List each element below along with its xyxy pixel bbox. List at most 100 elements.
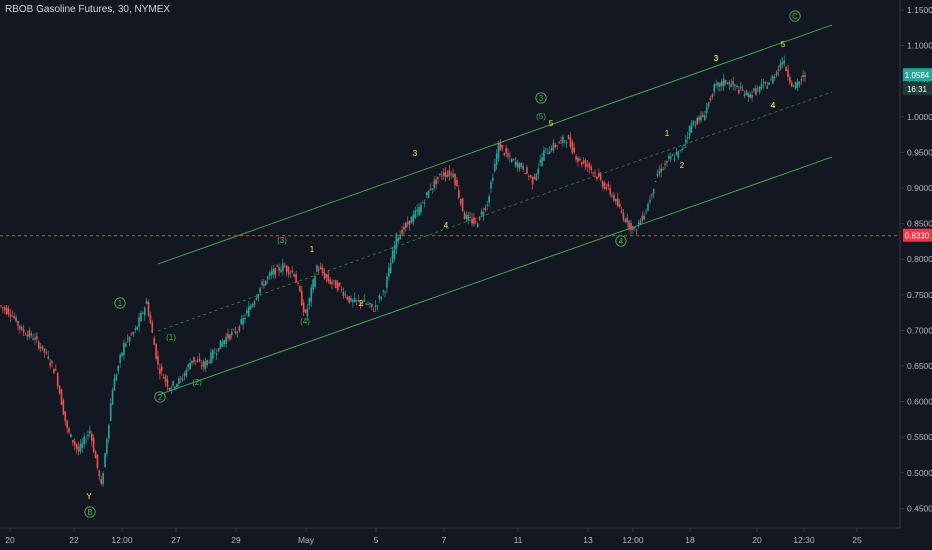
candle-body — [459, 199, 462, 204]
wave-label: (1) — [166, 333, 176, 342]
candle-body — [344, 294, 347, 296]
candle-body — [229, 334, 231, 340]
candle-body — [440, 175, 443, 177]
candle-body — [493, 163, 496, 172]
candle-body — [346, 297, 348, 300]
candle-body — [376, 305, 379, 307]
y-tick-label: 0.8500 — [907, 219, 932, 229]
y-tick-label: 1.0000 — [907, 112, 932, 122]
candle-body — [789, 77, 791, 83]
candle-body — [420, 205, 422, 213]
candle-body — [677, 151, 680, 158]
wave-label: Y — [86, 492, 92, 501]
candle-body — [458, 189, 460, 198]
candle-body — [113, 378, 116, 391]
candle-body — [651, 193, 653, 196]
wave-label: 4 — [444, 221, 449, 230]
candle-body — [331, 281, 333, 284]
candle-body — [465, 214, 468, 220]
candle-body — [681, 148, 683, 151]
candle-body — [787, 69, 789, 77]
candle-body — [717, 82, 719, 87]
y-tick-label: 0.9500 — [907, 147, 932, 157]
candle-body — [391, 250, 394, 264]
candle-body — [378, 295, 381, 299]
candle-body — [272, 269, 275, 275]
candle-body — [11, 315, 14, 317]
candle-body — [49, 362, 51, 366]
candle-body — [800, 79, 803, 81]
candle-body — [221, 341, 224, 347]
candle-body — [206, 360, 208, 365]
wave-label: 3 — [413, 149, 418, 158]
candle-body — [187, 364, 190, 368]
candle-body — [121, 352, 123, 357]
candle-body — [605, 186, 608, 189]
candle-body — [588, 162, 591, 168]
x-tick-label: 5 — [374, 535, 379, 545]
wave-label: 2 — [158, 393, 163, 402]
candle-body — [497, 142, 500, 159]
candle-body — [212, 350, 214, 359]
candle-body — [607, 183, 610, 187]
candle-body — [160, 366, 163, 371]
candle-body — [164, 375, 167, 382]
candle-body — [94, 451, 97, 459]
candle-body — [380, 297, 383, 299]
candle-body — [726, 82, 729, 85]
candle-body — [739, 86, 742, 89]
channel-upper-line — [157, 24, 833, 265]
wave-label: 3 — [539, 94, 544, 103]
candle-body — [19, 325, 21, 329]
candle-body — [427, 190, 430, 199]
candle-body — [45, 352, 48, 353]
candle-body — [168, 387, 171, 390]
chart-title: RBOB Gasoline Futures, 30, NYMEX — [5, 4, 171, 15]
candle-body — [259, 287, 261, 293]
candle-body — [183, 373, 186, 376]
candle-body — [630, 222, 632, 230]
candle-body — [590, 166, 593, 170]
candle-body — [174, 386, 176, 389]
candle-body — [30, 333, 33, 336]
candle-body — [531, 176, 534, 185]
candle-body — [47, 356, 50, 359]
candle-body — [546, 152, 549, 154]
candle-body — [87, 434, 89, 436]
candle-body — [213, 352, 216, 354]
candle-body — [350, 297, 352, 302]
candle-body — [282, 263, 284, 271]
candle-body — [96, 454, 99, 468]
candle-body — [280, 269, 282, 273]
candle-body — [435, 179, 437, 185]
candle-body — [393, 245, 396, 259]
candle-body — [685, 139, 687, 143]
candle-body — [370, 303, 373, 307]
candle-body — [369, 302, 371, 305]
candle-body — [134, 328, 137, 330]
candle-body — [265, 280, 267, 286]
candle-body — [266, 276, 269, 280]
candle-body — [321, 268, 324, 274]
candle-body — [289, 272, 292, 274]
candle-body — [204, 361, 207, 369]
x-tick-label: 12:00 — [111, 535, 133, 545]
candle-body — [668, 156, 670, 159]
candle-body — [429, 188, 432, 191]
candle-body — [633, 227, 636, 228]
wave-circle — [84, 506, 96, 518]
candle-body — [195, 360, 197, 362]
candle-body — [85, 440, 87, 442]
candle-body — [635, 229, 638, 231]
candle-body — [529, 175, 532, 178]
candle-body — [639, 220, 642, 225]
candle-body — [355, 300, 358, 301]
candle-body — [319, 266, 322, 270]
wave-circle — [615, 235, 627, 247]
candle-body — [444, 171, 447, 178]
candle-body — [688, 126, 691, 136]
x-tick-label: 25 — [852, 535, 862, 545]
candle-body — [467, 215, 470, 221]
last-price-badge-bg — [903, 68, 932, 82]
